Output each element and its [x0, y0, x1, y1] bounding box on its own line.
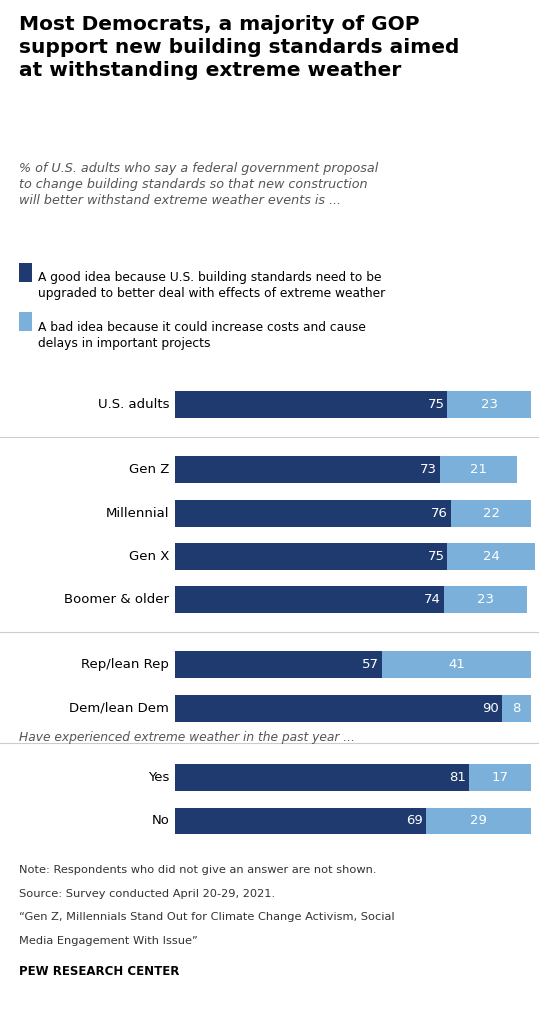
Text: 74: 74 — [424, 594, 441, 606]
Text: % of U.S. adults who say a federal government proposal
to change building standa: % of U.S. adults who say a federal gover… — [19, 162, 379, 207]
Text: Boomer & older: Boomer & older — [64, 594, 169, 606]
Text: 75: 75 — [427, 550, 445, 563]
Bar — [175, 457, 440, 483]
Bar — [175, 695, 502, 722]
Bar — [447, 543, 534, 570]
Text: No: No — [152, 814, 169, 827]
Text: A good idea because U.S. building standards need to be
upgraded to better deal w: A good idea because U.S. building standa… — [38, 271, 385, 300]
Text: 73: 73 — [420, 464, 437, 476]
Text: 22: 22 — [483, 507, 500, 520]
Text: 29: 29 — [470, 814, 487, 827]
Bar — [470, 764, 531, 792]
Text: 76: 76 — [431, 507, 448, 520]
Text: Gen X: Gen X — [129, 550, 169, 563]
Bar — [451, 500, 531, 526]
Bar — [175, 543, 447, 570]
Text: U.S. adults: U.S. adults — [98, 398, 169, 412]
Text: 17: 17 — [492, 771, 509, 784]
Text: Most Democrats, a majority of GOP
support new building standards aimed
at withst: Most Democrats, a majority of GOP suppor… — [19, 15, 460, 80]
Bar — [175, 764, 470, 792]
Text: Dem/lean Dem: Dem/lean Dem — [69, 701, 169, 715]
Text: 90: 90 — [482, 701, 499, 715]
Text: 8: 8 — [512, 701, 521, 715]
Text: 23: 23 — [477, 594, 494, 606]
Text: 21: 21 — [470, 464, 487, 476]
Text: Note: Respondents who did not give an answer are not shown.: Note: Respondents who did not give an an… — [19, 865, 377, 876]
Bar — [444, 587, 527, 613]
Bar — [382, 651, 531, 678]
Text: Rep/lean Rep: Rep/lean Rep — [82, 658, 169, 672]
Bar — [175, 651, 382, 678]
Bar — [440, 457, 517, 483]
Text: Millennial: Millennial — [106, 507, 169, 520]
Text: Have experienced extreme weather in the past year ...: Have experienced extreme weather in the … — [19, 731, 355, 744]
Text: 81: 81 — [450, 771, 466, 784]
Text: Yes: Yes — [148, 771, 169, 784]
Bar — [502, 695, 531, 722]
Bar — [447, 391, 531, 419]
Bar — [175, 391, 447, 419]
Text: Source: Survey conducted April 20-29, 2021.: Source: Survey conducted April 20-29, 20… — [19, 889, 275, 899]
Text: “Gen Z, Millennials Stand Out for Climate Change Activism, Social: “Gen Z, Millennials Stand Out for Climat… — [19, 912, 395, 923]
Text: 23: 23 — [481, 398, 498, 412]
Text: 41: 41 — [448, 658, 465, 672]
Bar — [175, 808, 426, 835]
Text: 24: 24 — [483, 550, 500, 563]
Text: 69: 69 — [406, 814, 423, 827]
Text: PEW RESEARCH CENTER: PEW RESEARCH CENTER — [19, 965, 180, 978]
Text: Media Engagement With Issue”: Media Engagement With Issue” — [19, 936, 198, 946]
Bar — [175, 500, 451, 526]
Text: 75: 75 — [427, 398, 445, 412]
Text: Gen Z: Gen Z — [129, 464, 169, 476]
Text: 57: 57 — [362, 658, 379, 672]
Bar — [426, 808, 531, 835]
Text: A bad idea because it could increase costs and cause
delays in important project: A bad idea because it could increase cos… — [38, 321, 366, 349]
Bar — [175, 587, 444, 613]
